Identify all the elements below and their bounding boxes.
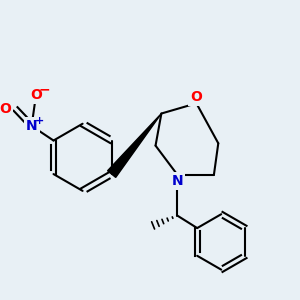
Text: O: O bbox=[190, 90, 202, 104]
Text: N: N bbox=[26, 119, 38, 133]
Text: −: − bbox=[39, 82, 50, 96]
Polygon shape bbox=[108, 113, 161, 177]
Text: +: + bbox=[35, 116, 44, 126]
Text: N: N bbox=[172, 174, 183, 188]
Text: O: O bbox=[0, 102, 11, 116]
Text: O: O bbox=[31, 88, 43, 102]
